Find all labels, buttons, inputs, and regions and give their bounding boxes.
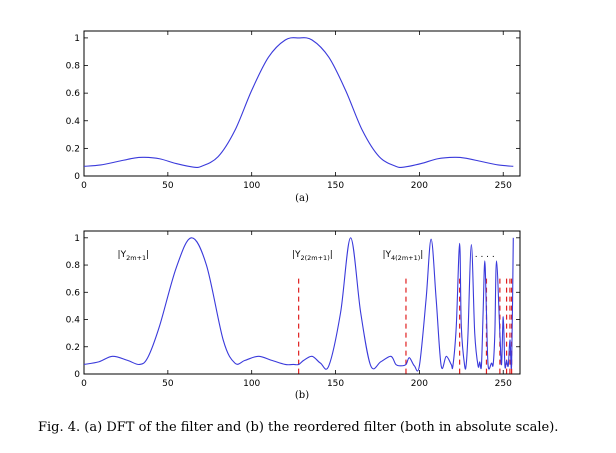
x-tick-label: 100 bbox=[243, 181, 260, 191]
y-tick-label: 0.8 bbox=[66, 62, 81, 72]
x-tick-label: 200 bbox=[411, 181, 428, 191]
x-tick-label: 0 bbox=[81, 379, 87, 389]
y-tick-label: 0.8 bbox=[66, 261, 81, 271]
figure-caption: Fig. 4. (a) DFT of the filter and (b) th… bbox=[38, 420, 559, 435]
y-tick-label: 1 bbox=[74, 234, 80, 244]
series-line bbox=[83, 37, 514, 169]
series-line bbox=[83, 237, 514, 372]
y-tick-label: 0.6 bbox=[66, 89, 81, 99]
panel-a: 0 50 100 150 200 250 0 0.2 0.4 0.6 0.8 1 (a) bbox=[66, 30, 521, 204]
y-tick-label: 1 bbox=[74, 34, 80, 44]
x-tick-label: 100 bbox=[243, 379, 260, 389]
x-tick-label: 250 bbox=[495, 181, 512, 191]
panel-b: 0 50 100 150 200 250 0 0.2 0.4 0.6 0.8 1 |Y2m+1| |Y2(… bbox=[66, 230, 521, 401]
x-tick-label: 150 bbox=[327, 181, 344, 191]
x-tick-label: 0 bbox=[81, 181, 87, 191]
plot-frame bbox=[83, 30, 521, 177]
x-tick-label: 50 bbox=[162, 181, 174, 191]
panel-label: (a) bbox=[295, 193, 309, 204]
y-tick-label: 0 bbox=[74, 172, 80, 182]
annotation-label: . . . . bbox=[475, 250, 495, 260]
x-tick-label: 200 bbox=[411, 379, 428, 389]
x-tick-label: 250 bbox=[495, 379, 512, 389]
annotation-label: |Y2m+1| bbox=[118, 250, 150, 262]
y-tick-label: 0.6 bbox=[66, 288, 81, 298]
y-tick-label: 0.2 bbox=[66, 343, 80, 353]
annotation-label: |Y4(2m+1)| bbox=[382, 250, 423, 262]
y-tick-label: 0.2 bbox=[66, 144, 80, 154]
plot-frame bbox=[83, 230, 521, 375]
x-tick-label: 50 bbox=[162, 379, 174, 389]
y-tick-label: 0.4 bbox=[66, 117, 81, 127]
x-tick-label: 150 bbox=[327, 379, 344, 389]
annotation-label: |Y2(2m+1)| bbox=[292, 250, 333, 262]
y-tick-label: 0.4 bbox=[66, 316, 81, 326]
y-tick-label: 0 bbox=[74, 370, 80, 380]
panel-label: (b) bbox=[295, 390, 309, 401]
